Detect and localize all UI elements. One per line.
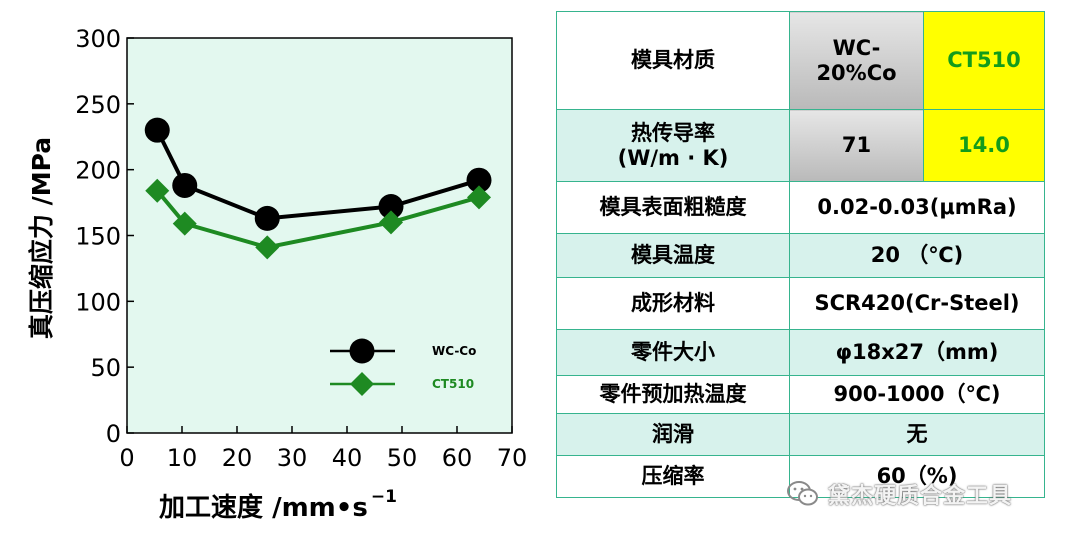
series-ct510 [145, 178, 491, 260]
row-value: 0.02-0.03(μmRa) [789, 181, 1045, 234]
table-row: 热传导率 (W/m · K) 71 14.0 [556, 109, 1045, 182]
y-axis-label: 真压缩应力 /MPa [27, 137, 56, 339]
row-label: 润滑 [556, 413, 790, 456]
table-row: 模具表面粗糙度 0.02-0.03(μmRa) [556, 181, 1045, 234]
x-tick-label: 0 [119, 444, 134, 472]
legend-marker [350, 372, 374, 396]
legend: WC-Co CT510 [330, 338, 476, 396]
legend-label: CT510 [432, 377, 474, 391]
row-value: 无 [789, 413, 1045, 456]
data-point [466, 167, 492, 193]
y-tick-label: 300 [75, 25, 121, 53]
data-point [254, 205, 280, 231]
watermark: 黛杰硬质合金工具 [786, 478, 1012, 510]
ct510-value: CT510 [923, 11, 1045, 110]
table-row: 压缩率 60（%) [556, 455, 1045, 498]
row-value: 900-1000（℃) [789, 375, 1045, 414]
ct510-value: 14.0 [923, 109, 1045, 182]
table-row: 模具温度 20 （℃) [556, 233, 1045, 278]
x-tick-label: 10 [167, 444, 198, 472]
y-tick-label: 150 [75, 223, 121, 251]
row-value: SCR420(Cr-Steel) [789, 277, 1045, 330]
wechat-icon [787, 481, 818, 506]
y-tick-label: 0 [106, 420, 121, 448]
series-wc-co [144, 117, 492, 231]
table-row: 零件预加热温度 900-1000（℃) [556, 375, 1045, 414]
series-layer [144, 117, 492, 260]
data-point [255, 235, 280, 260]
stress-speed-chart: 0 10 20 30 40 50 60 70 0 50 100 150 200 250 300 WC-Co… [27, 25, 527, 523]
spec-table: 模具材质 WC- 20%Co CT510 热传导率 (W/m · K) 71 14.0 模具表面… [556, 11, 1045, 498]
data-point [172, 211, 197, 236]
row-label: 模具材质 [556, 11, 790, 110]
data-point [378, 194, 404, 220]
watermark-text: 黛杰硬质合金工具 [828, 484, 1013, 509]
x-tick-label: 30 [277, 444, 308, 472]
x-tick-label: 50 [387, 444, 418, 472]
row-label: 模具表面粗糙度 [556, 181, 790, 234]
row-label: 模具温度 [556, 233, 790, 278]
wc-co-value: WC- 20%Co [789, 11, 924, 110]
legend-marker [349, 338, 375, 364]
table-row: 成形材料 SCR420(Cr-Steel) [556, 277, 1045, 330]
legend-label: WC-Co [432, 344, 476, 358]
row-label: 压缩率 [556, 455, 790, 498]
data-point [172, 172, 198, 198]
x-axis-label: 加工速度 /mm•s −1 [159, 487, 397, 523]
data-point [144, 117, 170, 143]
row-label: 成形材料 [556, 277, 790, 330]
row-label: 零件预加热温度 [556, 375, 790, 414]
row-label: 热传导率 (W/m · K) [556, 109, 790, 182]
x-axis-ticks: 0 10 20 30 40 50 60 70 [119, 426, 527, 472]
row-label: 零件大小 [556, 329, 790, 376]
x-tick-label: 60 [442, 444, 473, 472]
data-point [467, 185, 491, 210]
y-tick-label: 200 [75, 157, 121, 185]
table-row: 润滑无 [556, 413, 1045, 456]
y-tick-label: 50 [90, 354, 121, 382]
data-point [379, 210, 403, 235]
row-value: 60（%) [789, 455, 1045, 498]
data-point [145, 178, 170, 203]
x-tick-label: 70 [497, 444, 528, 472]
row-value: φ18x27（mm) [789, 329, 1045, 376]
y-tick-label: 250 [75, 91, 121, 119]
table-row: 零件大小 φ18x27（mm) [556, 329, 1045, 376]
y-axis-ticks: 0 50 100 150 200 250 300 [75, 25, 134, 448]
row-value: 20 （℃) [789, 233, 1045, 278]
x-tick-label: 20 [222, 444, 253, 472]
wc-co-value: 71 [789, 109, 924, 182]
x-tick-label: 40 [332, 444, 363, 472]
table-row: 模具材质 WC- 20%Co CT510 [556, 11, 1045, 110]
y-tick-label: 100 [75, 288, 121, 316]
